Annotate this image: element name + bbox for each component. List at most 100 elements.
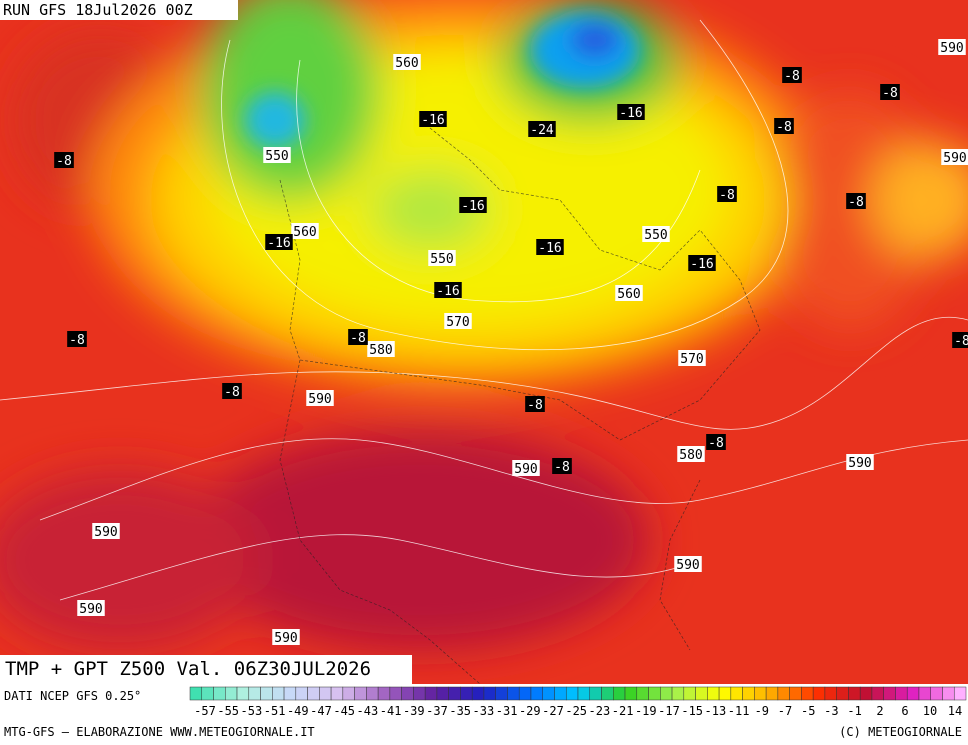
legend-swatch	[848, 686, 861, 701]
legend-swatch	[530, 686, 543, 701]
temperature-label-box	[782, 67, 802, 83]
geopotential-label-text: 590	[514, 462, 537, 477]
temperature-label-text: -8	[527, 398, 543, 413]
legend-swatch	[319, 686, 332, 701]
legend-swatch	[213, 686, 226, 701]
contours	[0, 19, 968, 601]
temperature-label: -16	[434, 282, 462, 299]
temperature-label-text: -8	[69, 333, 85, 348]
temperature-label: -16	[536, 239, 564, 256]
temperature-label-text: -16	[421, 113, 444, 128]
legend-label: -9	[755, 704, 769, 718]
temperature-label-text: -8	[708, 436, 724, 451]
legend-label: -23	[589, 704, 611, 718]
legend-swatch	[906, 686, 920, 701]
legend-label: -35	[449, 704, 471, 718]
geopotential-label: 590	[846, 454, 874, 471]
cold-cores	[245, 12, 640, 148]
geopotential-label-text: 590	[274, 631, 297, 646]
legend-label: -11	[728, 704, 750, 718]
legend: -57 -55 -53 -51 -49 -47 -45 -43 -41 -39 -37 -35 -33-…	[189, 686, 967, 718]
temperature-label: -8	[782, 67, 802, 84]
geopotential-label-box	[642, 226, 670, 242]
geopotential-label-text: 560	[293, 225, 316, 240]
temperature-label: -16	[688, 255, 716, 272]
temperature-label-text: -8	[848, 195, 864, 210]
geopotential-label-box	[428, 250, 456, 266]
geopotential-label-text: 590	[79, 602, 102, 617]
legend-swatch	[871, 686, 884, 701]
legend-label: -15	[681, 704, 703, 718]
legend-swatch	[354, 686, 367, 701]
geopotential-label: 550	[428, 250, 456, 267]
legend-label: -3	[824, 704, 838, 718]
temperature-label-box	[846, 193, 866, 209]
temperature-label-text: -8	[554, 460, 570, 475]
geopotential-label-box	[444, 313, 472, 329]
geopotential-label-box	[263, 147, 291, 163]
temperature-label-text: -16	[267, 236, 290, 251]
geopotential-label: 590	[272, 629, 300, 646]
legend-swatch	[883, 686, 896, 701]
temperature-label-box	[419, 111, 447, 127]
temperature-label: -8	[222, 383, 242, 400]
geopotential-label-box	[77, 600, 105, 616]
temperature-label: -8	[552, 458, 572, 475]
temperature-label: -16	[419, 111, 447, 128]
legend-swatch	[765, 686, 779, 701]
legend-swatch	[601, 686, 614, 701]
legend-swatch	[377, 686, 391, 701]
geopotential-label: 570	[678, 350, 706, 367]
legend-swatch	[401, 686, 414, 701]
coastlines	[279, 119, 761, 684]
legend-label: -31	[496, 704, 518, 718]
temperature-label-text: -8	[882, 86, 898, 101]
geopotential-label-text: 550	[265, 149, 288, 164]
legend-swatch	[389, 686, 402, 701]
geopotential-label: 590	[938, 39, 966, 56]
temperature-label-text: -8	[719, 188, 735, 203]
temperature-label-box	[528, 121, 556, 137]
legend-swatch	[424, 686, 438, 701]
temperature-label: -8	[774, 118, 794, 135]
legend-label: -29	[519, 704, 541, 718]
legend-swatch	[436, 686, 449, 701]
temperature-label-box	[459, 197, 487, 213]
geopotential-label-text: 550	[644, 228, 667, 243]
legend-swatch	[507, 686, 520, 701]
legend-swatch	[918, 686, 931, 701]
legend-swatch	[565, 686, 579, 701]
legend-swatch	[495, 686, 508, 701]
temperature-label-box	[880, 84, 900, 100]
credit: MTG-GFS — ELABORAZIONE WWW.METEOGIORNALE…	[4, 725, 315, 739]
geopotential-label-text: 590	[308, 392, 331, 407]
temperature-label-box	[348, 329, 368, 345]
geopotential-label: 590	[674, 556, 702, 573]
temperature-label-box	[536, 239, 564, 255]
temperature-label-box	[774, 118, 794, 134]
copyright: (C) METEOGIORNALE	[839, 725, 962, 739]
legend-label: -13	[705, 704, 727, 718]
geopotential-label: 590	[77, 600, 105, 617]
temperature-label-box	[717, 186, 737, 202]
geopotential-label-box	[512, 460, 540, 476]
geopotential-label-box	[941, 149, 968, 165]
legend-swatch	[554, 686, 567, 701]
legend-swatch	[342, 686, 355, 701]
temperature-label-text: -8	[224, 385, 240, 400]
geopotential-label-box	[677, 446, 705, 462]
geopotential-label: 590	[941, 149, 968, 166]
temperature-label-text: -8	[784, 69, 800, 84]
footer: DATI NCEP GFS 0.25° MTG-GFS — ELABORAZIO…	[0, 684, 968, 745]
geopotential-label-text: 570	[680, 352, 703, 367]
legend-label: -5	[801, 704, 815, 718]
geopotential-label-box	[92, 523, 120, 539]
temperature-label: -16	[459, 197, 487, 214]
legend-label: 14	[948, 704, 962, 718]
geopotential-label-text: 590	[943, 151, 966, 166]
geopotential-label-text: 590	[848, 456, 871, 471]
legend-swatch	[859, 686, 873, 701]
legend-label: -19	[635, 704, 657, 718]
legend-swatch	[930, 686, 943, 701]
temperature-label-text: -8	[954, 334, 968, 349]
